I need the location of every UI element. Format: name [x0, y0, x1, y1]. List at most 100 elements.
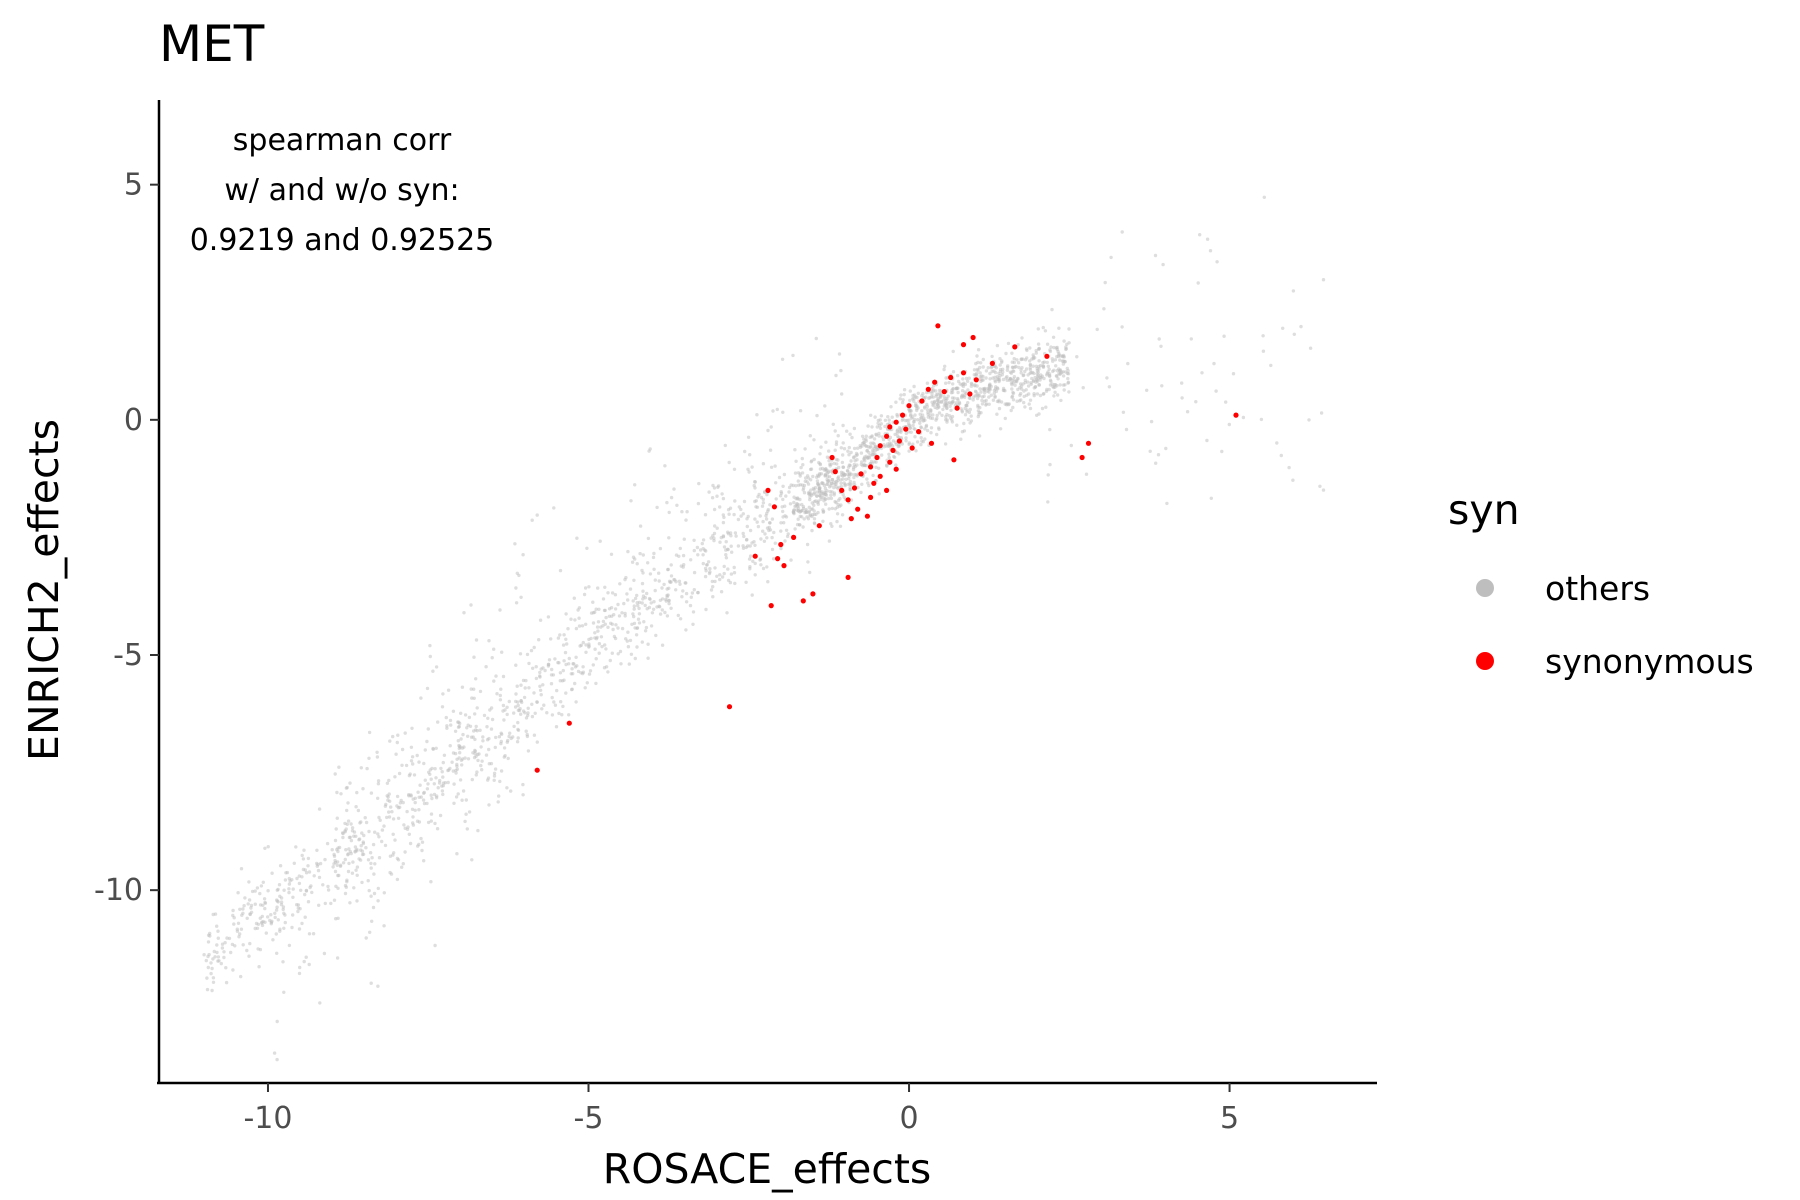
- others-point: [457, 756, 461, 760]
- others-point: [667, 599, 671, 603]
- others-point: [1189, 337, 1194, 341]
- others-point: [703, 548, 707, 552]
- others-point: [840, 513, 845, 517]
- others-point: [497, 794, 501, 798]
- others-point: [846, 465, 851, 469]
- others-point: [445, 726, 449, 730]
- others-point: [894, 463, 898, 467]
- annotation-line-1: spearman corr: [233, 123, 452, 158]
- others-point: [746, 435, 751, 439]
- others-point: [610, 614, 614, 618]
- others-point: [980, 398, 984, 403]
- legend: syn others synonymous: [1448, 486, 1754, 681]
- others-point: [1036, 370, 1041, 374]
- others-point: [1299, 324, 1303, 329]
- others-point: [1010, 383, 1014, 387]
- others-point: [348, 901, 352, 905]
- others-point: [701, 561, 705, 566]
- others-point: [781, 484, 785, 488]
- others-point: [756, 495, 760, 499]
- others-point: [840, 392, 844, 396]
- others-point: [1026, 380, 1030, 384]
- others-point: [854, 451, 859, 456]
- others-point: [357, 838, 361, 842]
- others-point: [206, 933, 211, 937]
- others-point: [796, 479, 800, 483]
- others-point: [209, 971, 213, 976]
- others-point: [429, 793, 433, 797]
- others-point: [640, 640, 644, 644]
- others-point: [297, 881, 302, 886]
- others-point: [1153, 253, 1158, 258]
- others-point: [721, 496, 726, 501]
- others-point: [532, 733, 537, 737]
- others-point: [724, 548, 728, 552]
- others-point: [1291, 289, 1296, 293]
- others-point: [607, 607, 612, 611]
- others-point: [275, 951, 279, 955]
- others-point: [583, 686, 587, 690]
- others-point: [382, 824, 386, 828]
- others-point: [276, 918, 280, 922]
- others-point: [469, 687, 473, 691]
- others-point: [705, 563, 709, 567]
- others-point: [263, 920, 267, 924]
- others-point: [721, 520, 726, 525]
- others-point: [534, 676, 539, 681]
- others-point: [903, 418, 908, 423]
- others-point: [969, 419, 974, 423]
- others-point: [1057, 367, 1061, 371]
- others-point: [425, 739, 429, 744]
- others-point: [242, 904, 246, 908]
- others-point: [766, 580, 770, 584]
- others-point: [410, 755, 415, 759]
- others-point: [856, 485, 860, 490]
- others-point: [1005, 368, 1010, 372]
- others-point: [439, 766, 443, 771]
- others-point: [701, 538, 706, 542]
- others-point: [519, 683, 523, 687]
- others-point: [620, 626, 625, 631]
- others-point: [359, 844, 363, 848]
- others-point: [463, 819, 467, 824]
- others-point: [733, 531, 738, 535]
- others-point: [315, 848, 319, 852]
- others-point: [696, 553, 700, 557]
- others-point: [430, 796, 434, 801]
- others-point: [279, 900, 284, 904]
- y-axis-title: ENRICH2_effects: [20, 419, 68, 761]
- others-point: [202, 953, 206, 957]
- others-point: [921, 392, 925, 396]
- others-point: [425, 686, 430, 691]
- others-point: [692, 570, 697, 575]
- others-point: [1046, 473, 1050, 477]
- others-point: [1023, 405, 1027, 409]
- stats-annotation: spearman corr w/ and w/o syn: 0.9219 and…: [190, 123, 495, 258]
- others-point: [333, 838, 338, 843]
- others-point: [391, 832, 395, 836]
- others-point: [388, 854, 393, 858]
- others-point: [793, 448, 797, 452]
- others-point: [708, 570, 712, 574]
- others-point: [1053, 385, 1057, 389]
- others-point: [220, 942, 225, 946]
- others-point: [1059, 398, 1063, 403]
- others-point: [1069, 443, 1074, 448]
- others-point: [1066, 372, 1071, 376]
- synonymous-point: [1079, 454, 1085, 461]
- others-point: [369, 866, 373, 870]
- others-point: [577, 606, 582, 610]
- others-point: [964, 391, 968, 396]
- others-point: [1019, 357, 1024, 361]
- others-point: [479, 763, 483, 768]
- others-point: [535, 700, 539, 704]
- others-point: [689, 558, 693, 562]
- others-point: [700, 541, 704, 546]
- others-point: [823, 474, 827, 478]
- others-point: [444, 715, 448, 720]
- synonymous-point: [871, 480, 877, 486]
- others-point: [855, 446, 860, 450]
- others-point: [573, 618, 577, 622]
- synonymous-point: [919, 398, 925, 404]
- others-point: [500, 732, 504, 736]
